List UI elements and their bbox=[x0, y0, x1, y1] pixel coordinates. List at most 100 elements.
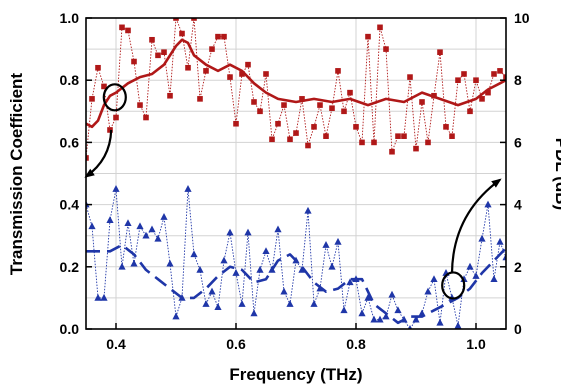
square-marker bbox=[209, 46, 215, 52]
triangle-marker bbox=[370, 315, 378, 323]
x-tick-label: 0.6 bbox=[226, 336, 246, 352]
triangle-marker bbox=[430, 275, 438, 283]
circle-annotation bbox=[441, 271, 466, 300]
triangle-marker bbox=[454, 321, 462, 329]
square-marker bbox=[86, 155, 89, 161]
x-tick-label: 0.8 bbox=[346, 336, 366, 352]
square-marker bbox=[467, 108, 473, 115]
triangle-marker bbox=[346, 278, 354, 286]
triangle-marker bbox=[130, 259, 138, 267]
triangle-marker bbox=[208, 287, 216, 295]
square-marker bbox=[185, 64, 191, 71]
square-marker bbox=[167, 92, 173, 99]
square-marker bbox=[407, 74, 413, 80]
triangle-marker bbox=[424, 287, 432, 295]
triangle-marker bbox=[304, 206, 312, 214]
triangle-marker bbox=[106, 216, 114, 223]
square-marker bbox=[395, 133, 401, 139]
right-y-tick-label: 2 bbox=[514, 259, 522, 275]
triangle-marker bbox=[196, 265, 204, 273]
square-marker bbox=[179, 30, 185, 37]
triangle-marker bbox=[322, 241, 330, 248]
x-tick-label: 0.4 bbox=[106, 336, 126, 352]
square-marker bbox=[275, 120, 281, 127]
left-y-tick-label: 0.4 bbox=[60, 197, 80, 213]
square-marker bbox=[443, 124, 449, 130]
triangle-marker bbox=[490, 275, 498, 283]
square-marker bbox=[299, 96, 305, 102]
triangle-marker bbox=[382, 312, 390, 320]
fit-line-dashed bbox=[86, 243, 506, 325]
triangle-marker bbox=[376, 315, 384, 323]
square-marker bbox=[389, 148, 395, 155]
square-marker bbox=[311, 124, 317, 130]
square-marker bbox=[287, 136, 293, 143]
square-marker bbox=[473, 77, 479, 83]
triangle-marker bbox=[148, 225, 156, 233]
square-marker bbox=[353, 124, 359, 130]
right-y-tick-label: 6 bbox=[514, 134, 522, 150]
square-marker bbox=[371, 139, 377, 146]
left-y-axis-title: Transmission Coefficient bbox=[7, 73, 26, 275]
right-y-tick-label: 8 bbox=[514, 72, 522, 88]
square-marker bbox=[197, 96, 203, 102]
square-marker bbox=[155, 52, 161, 59]
series-2-connector bbox=[86, 188, 506, 329]
square-marker bbox=[149, 36, 155, 43]
triangle-marker bbox=[502, 253, 506, 261]
square-marker bbox=[113, 114, 119, 121]
square-marker bbox=[161, 49, 167, 56]
square-marker bbox=[317, 102, 323, 108]
square-marker bbox=[425, 139, 431, 146]
triangle-marker bbox=[250, 309, 258, 317]
x-tick-label: 1.0 bbox=[466, 336, 486, 352]
triangle-marker bbox=[364, 293, 372, 301]
triangle-marker bbox=[94, 293, 102, 301]
square-marker bbox=[137, 102, 143, 108]
fit-line-solid bbox=[86, 38, 506, 129]
square-marker bbox=[95, 64, 101, 71]
triangle-marker bbox=[86, 200, 90, 208]
triangle-marker bbox=[214, 303, 222, 311]
square-marker bbox=[329, 105, 335, 111]
square-marker bbox=[101, 83, 107, 90]
left-y-tick-label: 0.6 bbox=[60, 134, 80, 150]
square-marker bbox=[221, 33, 227, 40]
triangle-marker bbox=[262, 247, 270, 255]
triangle-marker bbox=[274, 225, 282, 233]
square-marker bbox=[455, 77, 461, 83]
triangle-marker bbox=[496, 237, 504, 245]
triangle-marker bbox=[136, 222, 144, 230]
grid bbox=[86, 18, 506, 329]
triangle-marker bbox=[226, 228, 234, 236]
square-marker bbox=[323, 133, 329, 139]
square-marker bbox=[503, 74, 506, 80]
triangle-marker bbox=[112, 185, 120, 192]
triangle-marker bbox=[407, 325, 413, 329]
square-marker bbox=[131, 58, 137, 65]
triangle-marker bbox=[118, 262, 126, 270]
triangle-marker bbox=[142, 231, 150, 239]
x-axis-title: Frequency (THz) bbox=[229, 365, 362, 384]
triangle-marker bbox=[202, 300, 210, 307]
square-marker bbox=[365, 33, 371, 40]
square-marker bbox=[401, 133, 407, 139]
triangle-marker bbox=[280, 287, 288, 295]
triangle-marker bbox=[394, 306, 402, 314]
square-marker bbox=[461, 71, 467, 77]
series-group bbox=[86, 18, 506, 329]
right-y-axis-title: PDL (dB) bbox=[552, 138, 561, 210]
triangle-marker bbox=[436, 318, 444, 326]
square-marker bbox=[437, 49, 443, 56]
square-marker bbox=[233, 120, 239, 127]
triangle-marker bbox=[340, 306, 348, 314]
square-marker bbox=[497, 68, 503, 74]
square-marker bbox=[419, 99, 425, 105]
square-marker bbox=[485, 89, 491, 96]
triangle-marker bbox=[154, 234, 162, 242]
square-marker bbox=[257, 108, 263, 115]
right-y-tick-label: 0 bbox=[514, 321, 522, 337]
triangle-marker bbox=[358, 309, 366, 317]
triangle-marker bbox=[160, 213, 168, 220]
